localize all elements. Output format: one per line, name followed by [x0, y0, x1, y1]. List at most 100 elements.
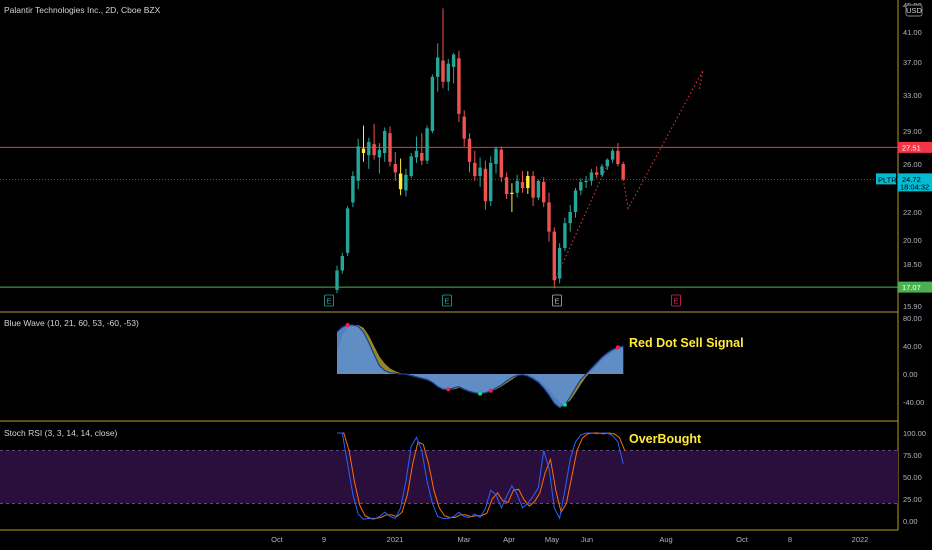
- overbought-annotation: OverBought: [629, 432, 702, 446]
- candle: [409, 153, 413, 179]
- wave-red-dot: [615, 345, 620, 350]
- wave-red-dot: [446, 387, 451, 392]
- candle-body: [404, 174, 408, 191]
- candle: [393, 151, 397, 181]
- candle-body: [372, 144, 376, 156]
- candle: [388, 126, 392, 167]
- candle: [610, 148, 615, 163]
- earnings-marker: E: [324, 294, 334, 307]
- candle-body: [610, 150, 615, 160]
- blue-wave-title: Blue Wave (10, 21, 60, 53, -60, -53): [4, 318, 139, 328]
- candle-body: [467, 138, 472, 162]
- candle: [504, 172, 509, 199]
- earnings-marker-box: [324, 294, 334, 307]
- earnings-marker-label: E: [554, 297, 559, 306]
- candle: [430, 74, 435, 134]
- resistance-tag-label: 27.51: [902, 143, 921, 152]
- time-tick-label: Oct: [271, 535, 284, 544]
- time-tick-label: Aug: [659, 535, 672, 544]
- sell-signal-annotation: Red Dot Sell Signal: [629, 336, 744, 350]
- stoch-rsi-title: Stoch RSI (3, 3, 14, 14, close): [4, 428, 118, 438]
- candle-body: [536, 180, 541, 198]
- candle: [520, 171, 525, 193]
- candle-body: [436, 57, 440, 77]
- candle-body: [483, 168, 488, 202]
- candle-body: [568, 212, 572, 224]
- candle: [547, 192, 551, 242]
- candles-group: [335, 8, 625, 294]
- candle: [536, 179, 541, 200]
- candle-body: [473, 162, 477, 176]
- candle-body: [425, 128, 429, 161]
- candle: [451, 53, 456, 84]
- price-tick-label: 29.00: [903, 127, 922, 136]
- earnings-marker-box: [552, 294, 562, 307]
- candle-body: [361, 148, 366, 153]
- candle-body: [520, 182, 525, 188]
- candle: [473, 150, 477, 181]
- time-tick-label: 2021: [387, 535, 404, 544]
- candle-body: [446, 63, 450, 82]
- candle-body: [504, 177, 509, 194]
- candle: [557, 243, 562, 284]
- wave-red-dot: [345, 323, 350, 327]
- candle: [420, 133, 424, 166]
- blue-wave-axis[interactable]: 80.00 40.00 0.00 -40.00: [903, 314, 924, 407]
- candle-body: [510, 192, 514, 194]
- wave-area: [337, 325, 624, 408]
- candle: [345, 206, 350, 256]
- price-title: Palantir Technologies Inc., 2D, Cboe BZX: [4, 5, 161, 15]
- candle: [584, 176, 588, 188]
- candle: [361, 125, 366, 162]
- earnings-marker-label: E: [326, 297, 331, 306]
- candle-body: [616, 150, 620, 164]
- ticker-price: 24.72: [902, 175, 921, 184]
- resistance-tag: 27.51: [898, 141, 932, 153]
- earnings-marker: E: [442, 294, 452, 307]
- candle-body: [584, 180, 588, 182]
- candle-body: [595, 172, 599, 175]
- candle: [340, 252, 344, 274]
- price-tick-label: 15.90: [903, 302, 922, 311]
- candle: [499, 146, 503, 182]
- candle-body: [383, 131, 387, 153]
- candle: [377, 143, 382, 174]
- support-tag-label: 17.07: [902, 283, 921, 292]
- time-axis[interactable]: Oct 9 2021 Mar Apr May Jun Aug Oct 8 2022: [271, 535, 868, 544]
- candle: [478, 157, 482, 187]
- candle: [579, 178, 583, 196]
- candle-body: [441, 60, 445, 82]
- candle-body: [600, 166, 604, 175]
- price-pane[interactable]: E E E E Palantir Technologies Inc., 2D, Cbo…: [0, 5, 898, 307]
- candle-body: [430, 76, 435, 131]
- candle-body: [489, 162, 493, 202]
- candle: [552, 227, 556, 289]
- candle-body: [542, 182, 546, 203]
- earnings-marker: E: [552, 294, 562, 307]
- stoch-rsi-axis[interactable]: 100.00 75.00 50.00 25.00 0.00: [903, 429, 926, 526]
- candle: [383, 127, 387, 162]
- wave-green-dot: [562, 402, 567, 407]
- candle-body: [478, 167, 482, 176]
- blue-wave-graphics: [336, 323, 624, 409]
- candle: [542, 177, 546, 208]
- earnings-marker-label: E: [444, 297, 449, 306]
- candle-body: [462, 116, 466, 139]
- candle-body: [345, 208, 350, 253]
- ticker-symbol: PLTR: [878, 175, 897, 184]
- currency-badge[interactable]: USD: [905, 4, 922, 17]
- candle-body: [547, 202, 551, 232]
- blue-wave-pane[interactable]: Blue Wave (10, 21, 60, 53, -60, -53) Red…: [4, 318, 744, 409]
- candle: [446, 59, 450, 91]
- wave-tick-label: -40.00: [903, 398, 924, 407]
- candle: [589, 168, 594, 186]
- stoch-rsi-pane[interactable]: Stoch RSI (3, 3, 14, 14, close) OverBoug…: [0, 428, 898, 520]
- candle-body: [398, 173, 403, 190]
- candle: [494, 146, 498, 174]
- ticker-price-box: [898, 173, 932, 192]
- candle: [467, 133, 472, 173]
- candle-body: [563, 223, 567, 248]
- support-tag-box: [898, 281, 932, 293]
